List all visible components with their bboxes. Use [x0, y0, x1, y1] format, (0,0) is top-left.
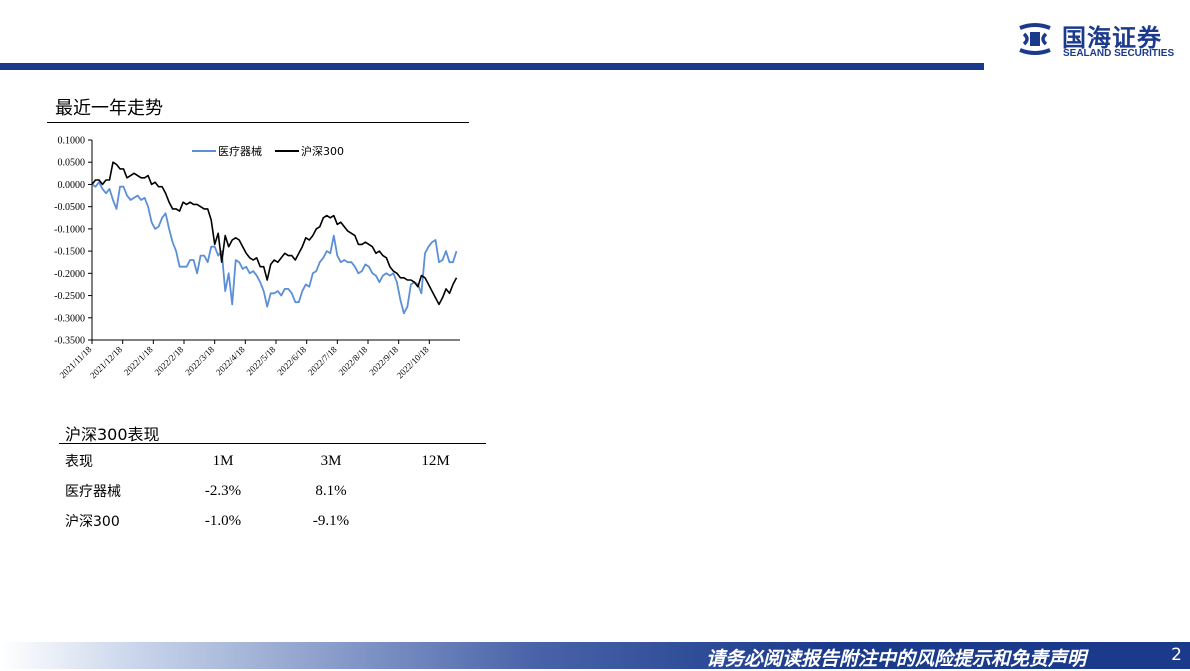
y-tick-label: 0.0000 [58, 180, 86, 191]
table-header-cell: 12M [421, 452, 450, 469]
chart-section-title: 最近一年走势 [55, 98, 163, 119]
x-tick-label: 2022/1/18 [122, 344, 155, 377]
legend-label: 沪深300 [301, 144, 344, 158]
series-line-medical [91, 181, 458, 315]
table-title-rule [59, 443, 486, 444]
logo-chinese-name: 国海证券 [1062, 24, 1162, 52]
y-axis: 0.1000 0.0500 0.0000 -0.0500 -0.1000 -0.1500 -… [54, 136, 93, 347]
table-cell: 8.1% [315, 482, 347, 499]
header-rule [0, 63, 984, 70]
table-header-cell: 表现 [65, 454, 93, 470]
x-tick-label: 2022/10/18 [395, 344, 431, 380]
table-row: 沪深300 -1.0% -9.1% [59, 506, 486, 536]
table-row: 医疗器械 -2.3% 8.1% [59, 476, 486, 506]
x-tick-label: 2022/6/18 [275, 344, 308, 377]
y-tick-label: -0.2500 [54, 291, 85, 302]
table-cell: -1.0% [204, 512, 242, 529]
table-header-cell: 1M [212, 452, 234, 469]
x-tick-label: 2021/12/18 [88, 344, 124, 380]
footer-bar: 请务必阅读报告附注中的风险提示和免责声明 2 [0, 642, 1190, 670]
chart-title-rule [47, 122, 469, 123]
x-tick-label: 2022/4/18 [214, 344, 247, 377]
y-tick-label: -0.3500 [54, 336, 85, 347]
x-tick-label: 2022/7/18 [306, 344, 339, 377]
y-tick-label: -0.2000 [54, 269, 85, 280]
series-line-csi300 [91, 161, 458, 306]
x-tick-label: 2022/8/18 [337, 344, 370, 377]
y-tick-label: -0.0500 [54, 202, 85, 213]
x-tick-label: 2022/5/18 [245, 344, 278, 377]
y-tick-label: -0.1000 [54, 224, 85, 235]
series-layer [91, 161, 458, 315]
page-number: 2 [1171, 645, 1182, 665]
logo-english-name: SEALAND SECURITIES [1063, 48, 1175, 59]
table-cell [385, 476, 486, 506]
y-tick-label: 0.1000 [58, 136, 86, 147]
x-tick-label: 2022/3/18 [183, 344, 216, 377]
table-cell: -2.3% [204, 482, 242, 499]
table-header-row: 表现 1M 3M 12M [59, 446, 486, 476]
y-tick-label: 0.0500 [58, 158, 86, 169]
performance-table: 表现 1M 3M 12M 医疗器械 -2.3% 8.1% 沪深300 -1.0%… [59, 446, 486, 536]
y-tick-label: -0.1500 [54, 247, 85, 258]
legend-label: 医疗器械 [218, 144, 262, 158]
disclaimer-text: 请务必阅读报告附注中的风险提示和免责声明 [705, 648, 1086, 670]
company-logo: 国海证券 SEALAND SECURITIES [1016, 18, 1186, 62]
table-cell: -9.1% [312, 512, 350, 529]
x-axis: 2021/11/182021/12/182022/1/182022/2/1820… [58, 339, 460, 380]
chart-legend: 医疗器械 沪深300 [192, 144, 344, 158]
y-tick-label: -0.3000 [54, 313, 85, 324]
table-cell: 医疗器械 [65, 484, 121, 500]
trend-chart: 0.1000 0.0500 0.0000 -0.0500 -0.1000 -0.1500 -… [54, 136, 460, 380]
table-cell: 沪深300 [65, 514, 120, 530]
table-section-title: 沪深300表现 [65, 425, 160, 444]
table-header-cell: 3M [320, 452, 342, 469]
table-cell [385, 506, 486, 536]
x-tick-label: 2022/2/18 [153, 344, 186, 377]
sealand-logo-icon [1019, 23, 1051, 55]
